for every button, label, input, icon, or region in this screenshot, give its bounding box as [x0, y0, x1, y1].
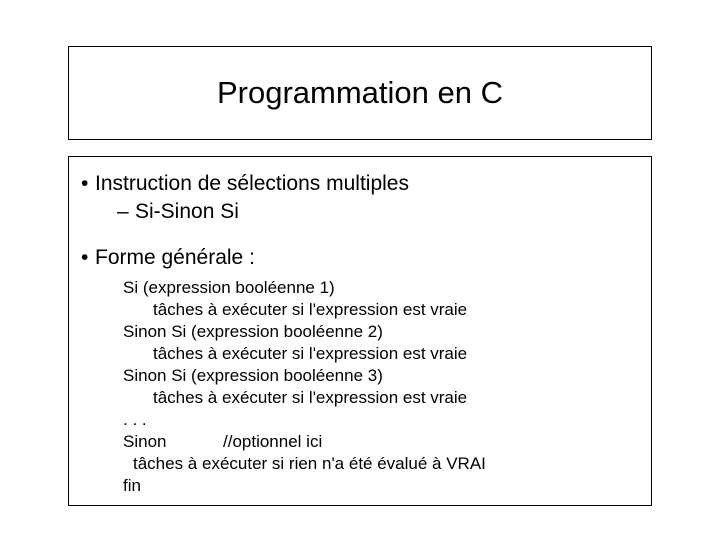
bullet-level2: – Si-Sinon Si: [79, 199, 641, 225]
code-sinon-keyword: Sinon: [123, 431, 223, 453]
bullet-dot-icon: •: [79, 245, 95, 271]
bullet1-text: Instruction de sélections multiples: [95, 171, 409, 197]
code-comment: //optionnel ici: [223, 431, 322, 453]
slide: Programmation en C • Instruction de séle…: [0, 0, 720, 540]
code-line: . . .: [123, 409, 641, 431]
bullet1-sub-text: Si-Sinon Si: [135, 199, 239, 225]
body-box: • Instruction de sélections multiples – …: [68, 156, 652, 506]
bullet-level1: • Instruction de sélections multiples: [79, 171, 641, 197]
code-line: tâches à exécuter si l'expression est vr…: [123, 299, 641, 321]
bullet2-text: Forme générale :: [95, 245, 255, 271]
bullet-dot-icon: •: [79, 171, 95, 197]
code-line: Sinon Si (expression booléenne 2): [123, 321, 641, 343]
bullet-dash-icon: –: [117, 199, 135, 225]
bullet-level1: • Forme générale :: [79, 245, 641, 271]
pseudocode-block: Si (expression booléenne 1) tâches à exé…: [79, 273, 641, 497]
code-line: Sinon //optionnel ici: [123, 431, 641, 453]
code-line: tâches à exécuter si rien n'a été évalué…: [123, 453, 641, 475]
spacer: [79, 227, 641, 245]
code-line: fin: [123, 475, 641, 497]
title-box: Programmation en C: [68, 46, 652, 140]
code-line: tâches à exécuter si l'expression est vr…: [123, 343, 641, 365]
code-line: Sinon Si (expression booléenne 3): [123, 365, 641, 387]
slide-title: Programmation en C: [217, 75, 503, 111]
code-line: tâches à exécuter si l'expression est vr…: [123, 387, 641, 409]
code-line: Si (expression booléenne 1): [123, 277, 641, 299]
